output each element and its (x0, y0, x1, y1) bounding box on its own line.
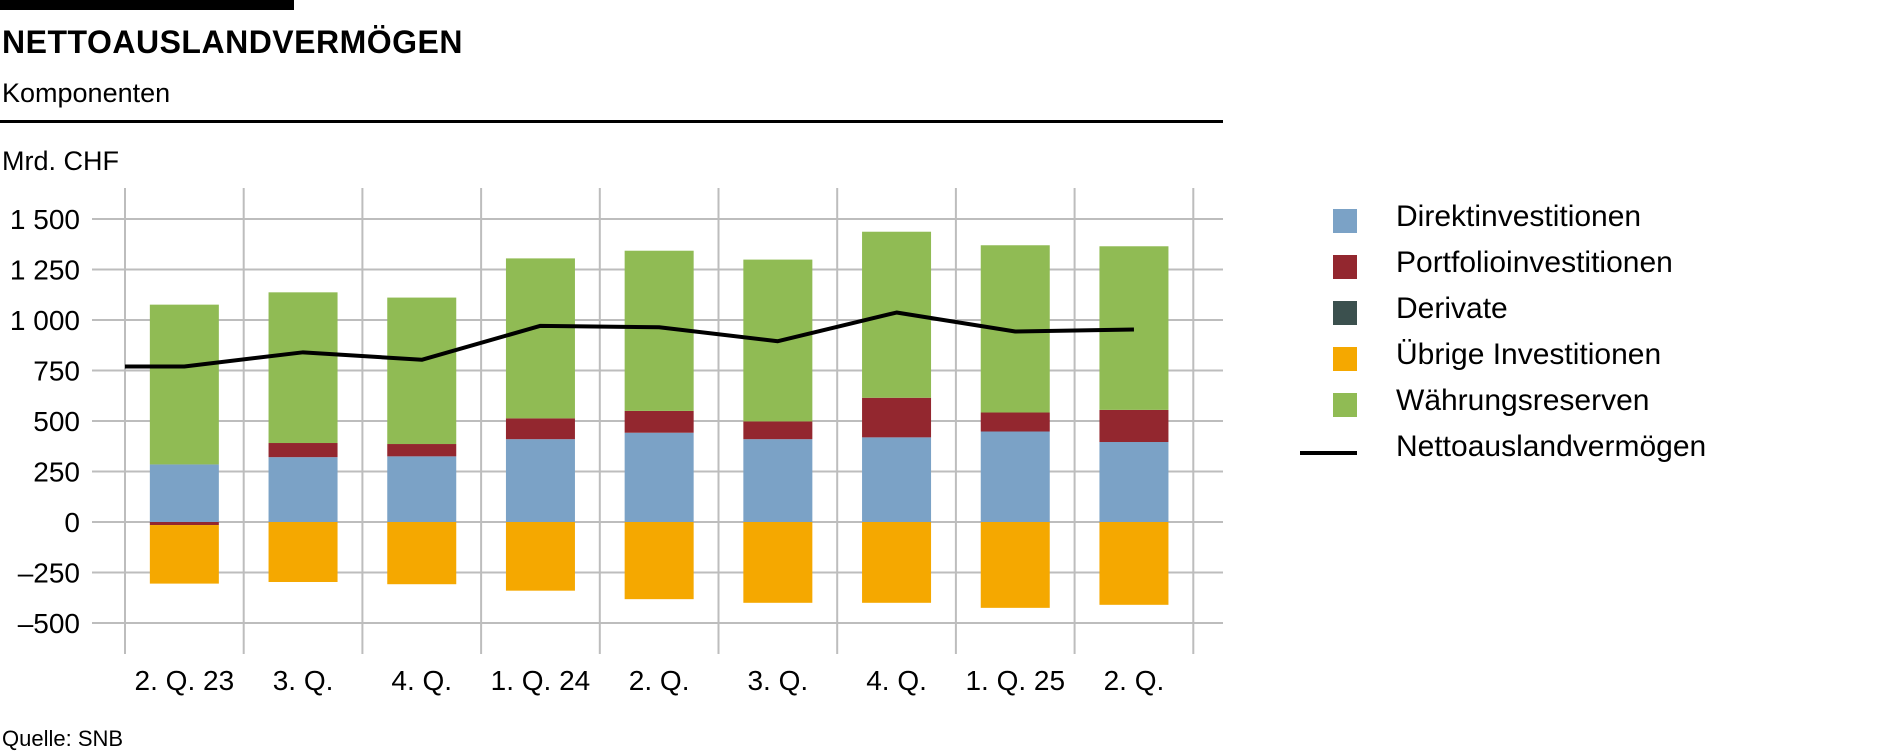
bar-segment-portfolioinvestitionen (268, 443, 338, 458)
bar-segment-whrungsreserven (387, 297, 457, 445)
legend-label: Direktinvestitionen (1396, 200, 1642, 233)
legend-label: Übrige Investitionen (1396, 338, 1662, 371)
legend-item-direktinvestitionen: Direktinvestitionen (1300, 200, 1800, 240)
bar-segment-brigeinvestitionen (862, 522, 932, 603)
bar-segment-direktinvestitionen (149, 464, 219, 522)
bar-segment-portfolioinvestitionen (862, 397, 932, 438)
bar-segment-portfolioinvestitionen (505, 418, 575, 440)
source-note: Quelle: SNB (2, 726, 124, 751)
y-tick-label: 1 250 (10, 255, 80, 286)
legend-swatch (1333, 255, 1357, 279)
legend-item-uebrige-investitionen: Übrige Investitionen (1300, 338, 1800, 378)
y-tick-label: 750 (33, 356, 80, 387)
legend-item-nettoauslandvermoegen: Nettoauslandvermögen (1300, 430, 1800, 470)
bar-segment-portfolioinvestitionen (149, 522, 219, 526)
bar-segment-whrungsreserven (149, 304, 219, 465)
bar-segment-portfolioinvestitionen (1099, 409, 1169, 443)
y-tick-label: –250 (18, 558, 80, 589)
bar-segment-brigeinvestitionen (268, 522, 338, 582)
legend-label: Derivate (1396, 292, 1508, 325)
x-tick-label: 2. Q. 23 (135, 665, 235, 696)
y-tick-label: 500 (33, 406, 80, 437)
bar-segment-whrungsreserven (505, 258, 575, 419)
bar-segment-direktinvestitionen (387, 456, 457, 522)
legend-label: Nettoauslandvermögen (1396, 430, 1707, 463)
bar-segment-direktinvestitionen (505, 439, 575, 522)
y-tick-label: 0 (64, 507, 80, 538)
y-tick-label: 1 500 (10, 204, 80, 235)
x-tick-label: 2. Q. (629, 665, 690, 696)
legend-item-portfolioinvestitionen: Portfolioinvestitionen (1300, 246, 1800, 286)
bar-segment-brigeinvestitionen (505, 522, 575, 591)
header-divider (0, 120, 1223, 123)
bar-segment-portfolioinvestitionen (980, 412, 1050, 432)
x-tick-label: 2. Q. (1104, 665, 1165, 696)
bar-segment-direktinvestitionen (268, 457, 338, 522)
bar-segment-brigeinvestitionen (387, 522, 457, 585)
y-tick-label: 250 (33, 457, 80, 488)
bar-segment-direktinvestitionen (862, 437, 932, 522)
x-tick-label: 4. Q. (391, 665, 452, 696)
bar-segment-brigeinvestitionen (980, 522, 1050, 608)
bar-segment-brigeinvestitionen (149, 525, 219, 584)
legend-label: Portfolioinvestitionen (1396, 246, 1673, 279)
legend-item-derivate: Derivate (1300, 292, 1800, 332)
bar-segment-brigeinvestitionen (743, 522, 813, 603)
title-accent-bar (0, 0, 294, 10)
x-tick-label: 4. Q. (866, 665, 927, 696)
y-tick-label: 1 000 (10, 305, 80, 336)
bar-segment-portfolioinvestitionen (624, 410, 694, 433)
legend-label: Währungsreserven (1396, 384, 1650, 417)
bar-segment-direktinvestitionen (624, 432, 694, 522)
legend-swatch (1333, 393, 1357, 417)
y-tick-label: –500 (18, 608, 80, 639)
legend-swatch (1333, 347, 1357, 371)
bar-segment-direktinvestitionen (743, 439, 813, 522)
bar-segment-portfolioinvestitionen (387, 444, 457, 457)
legend-line-swatch (1300, 451, 1357, 455)
bar-segment-portfolioinvestitionen (743, 421, 813, 440)
bar-segment-brigeinvestitionen (1099, 522, 1169, 605)
x-tick-label: 1. Q. 25 (965, 665, 1065, 696)
x-tick-label: 1. Q. 24 (491, 665, 591, 696)
chart-title: NETTOAUSLANDVERMÖGEN (2, 24, 463, 60)
bar-segment-direktinvestitionen (980, 431, 1050, 522)
x-tick-label: 3. Q. (747, 665, 808, 696)
y-axis-unit-label: Mrd. CHF (2, 146, 119, 176)
bar-segment-direktinvestitionen (1099, 442, 1169, 522)
x-tick-label: 3. Q. (273, 665, 334, 696)
legend-swatch (1333, 209, 1357, 233)
line-nettoauslandvermoegen (125, 310, 1134, 369)
legend-swatch (1333, 301, 1357, 325)
chart-subtitle: Komponenten (2, 78, 171, 108)
bar-segment-whrungsreserven (268, 292, 338, 444)
legend-item-waehrungsreserven: Währungsreserven (1300, 384, 1800, 424)
bar-segment-brigeinvestitionen (624, 522, 694, 600)
